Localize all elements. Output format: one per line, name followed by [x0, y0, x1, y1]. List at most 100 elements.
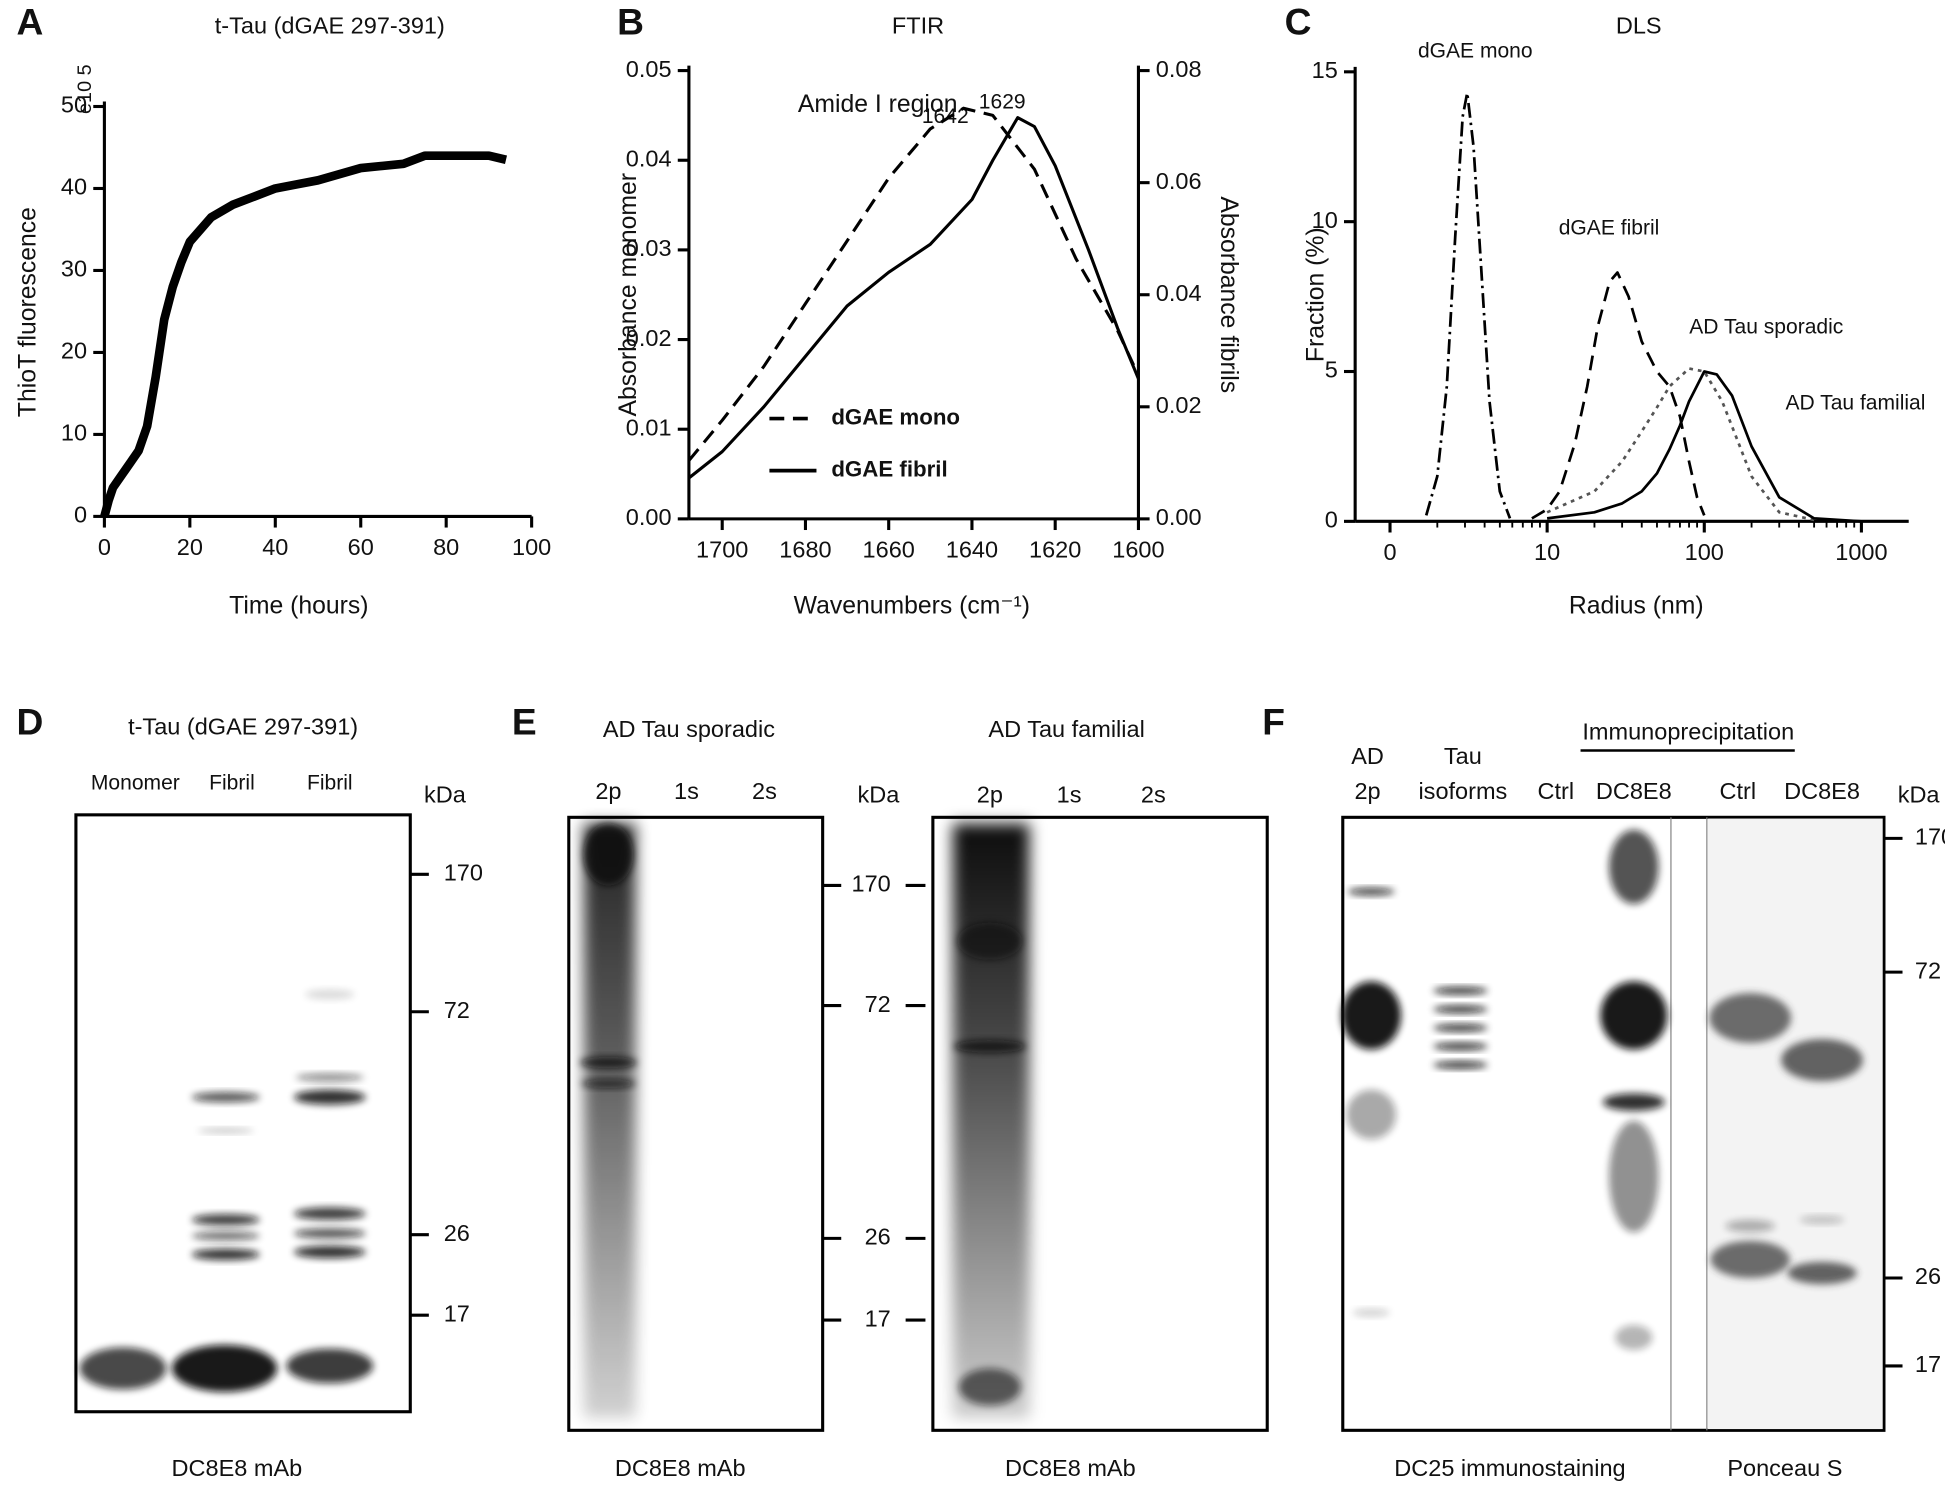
lane-label: 2p — [595, 778, 621, 804]
x-tick-label: 1620 — [1029, 536, 1081, 562]
band — [1781, 1038, 1863, 1082]
data-line — [100, 151, 508, 518]
blot-title: AD Tau familial — [988, 716, 1144, 742]
blot-frame — [931, 815, 1269, 1432]
y-tick-label: 50 — [61, 92, 87, 118]
blot-footer: DC8E8 mAb — [615, 1455, 746, 1481]
y-tick-label: 0.02 — [626, 325, 672, 351]
x-tick-label: 1000 — [1835, 539, 1887, 565]
lane-label: 2s — [1141, 781, 1166, 807]
band — [293, 1089, 366, 1105]
band — [579, 1056, 637, 1069]
blot-frame — [74, 813, 412, 1414]
band — [191, 1248, 260, 1261]
lane-label: Fibril — [307, 771, 353, 794]
blot-title: AD Tau sporadic — [603, 716, 775, 742]
band — [295, 1073, 364, 1082]
series-label: dGAE mono — [1418, 40, 1533, 63]
y-tick-label: 5 — [1325, 357, 1338, 383]
marker-label: 72 — [1915, 957, 1941, 983]
x-tick-label: 1680 — [779, 536, 831, 562]
unit-label: kDa — [1898, 781, 1941, 807]
band — [1725, 1219, 1775, 1233]
data-line — [1531, 271, 1706, 520]
y-exponent-label: e10 5 — [74, 64, 96, 114]
x-tick-label: 0 — [1383, 539, 1396, 565]
marker-label: 170 — [1915, 824, 1945, 850]
lane-label: 1s — [674, 778, 699, 804]
y-tick-label: 0.01 — [626, 414, 672, 440]
band — [1709, 993, 1792, 1043]
lane-label: DC8E8 — [1784, 778, 1860, 804]
annotation: 1642 — [922, 105, 969, 128]
marker-label: 17 — [1915, 1351, 1941, 1377]
smear — [952, 823, 1030, 1418]
blot-frame — [1341, 815, 1886, 1432]
marker-label: 26 — [1915, 1263, 1941, 1289]
y2-tick-label: 0.00 — [1156, 504, 1202, 530]
marker-label: 170 — [852, 871, 891, 897]
series-label: dGAE fibril — [1559, 217, 1660, 240]
panel-letter: C — [1285, 1, 1312, 43]
marker-label: 26 — [444, 1220, 470, 1246]
band — [293, 1228, 366, 1239]
x-tick-label: 100 — [1685, 539, 1724, 565]
band — [1347, 887, 1395, 896]
lane-label: Tau — [1444, 743, 1482, 769]
lane-label: 2p — [977, 781, 1003, 807]
x-axis-label: Wavenumbers (cm⁻¹) — [794, 592, 1030, 619]
band — [191, 1231, 260, 1241]
y-tick-label: 0.04 — [626, 145, 672, 171]
band — [583, 823, 634, 886]
band — [953, 1040, 1026, 1053]
band — [1352, 1308, 1390, 1317]
x-tick-label: 1640 — [946, 536, 998, 562]
y-tick-label: 30 — [61, 256, 87, 282]
x-tick-label: 10 — [1534, 539, 1560, 565]
x-tick-label: 0 — [98, 534, 111, 560]
y-tick-label: 20 — [61, 338, 87, 364]
y-axis-label: Fraction (%) — [1302, 227, 1329, 362]
chart-title: DLS — [1616, 12, 1662, 38]
legend-label: dGAE mono — [831, 404, 960, 429]
band — [1341, 981, 1401, 1050]
y-axis-label: Absorbance monomer — [615, 173, 642, 417]
x-tick-label: 1660 — [863, 536, 915, 562]
unit-label: kDa — [857, 781, 900, 807]
x-tick-label: 80 — [433, 534, 459, 560]
panel-letter: F — [1262, 700, 1285, 742]
y2-tick-label: 0.08 — [1156, 56, 1202, 82]
band — [1600, 981, 1668, 1050]
data-line — [687, 116, 1140, 480]
band — [581, 1079, 636, 1088]
band — [191, 1214, 260, 1226]
y2-tick-label: 0.04 — [1156, 280, 1202, 306]
y-tick-label: 15 — [1312, 57, 1338, 83]
band — [957, 922, 1023, 960]
data-line — [687, 106, 1140, 462]
blot-footer: DC8E8 mAb — [1005, 1455, 1136, 1481]
y2-tick-label: 0.02 — [1156, 392, 1202, 418]
lane-label: Monomer — [91, 771, 180, 794]
x-tick-label: 40 — [262, 534, 288, 560]
marker-label: 72 — [444, 997, 470, 1023]
y2-axis-label: Absorbance fibrils — [1215, 196, 1242, 393]
legend-label: dGAE fibril — [831, 456, 947, 481]
band — [197, 1128, 254, 1134]
y-tick-label: 10 — [1312, 207, 1338, 233]
lane-label: 2s — [752, 778, 777, 804]
y-tick-label: 40 — [61, 174, 87, 200]
panel-letter: A — [16, 1, 43, 43]
x-axis-label: Time (hours) — [229, 592, 368, 619]
y-tick-label: 0.03 — [626, 235, 672, 261]
annotation: 1629 — [979, 90, 1026, 113]
bands — [79, 823, 1863, 1418]
band — [1609, 829, 1659, 905]
x-tick-label: 1700 — [696, 536, 748, 562]
band — [293, 1207, 366, 1220]
band — [1710, 1240, 1790, 1278]
band — [171, 1344, 278, 1392]
panel-letter: B — [617, 1, 644, 43]
